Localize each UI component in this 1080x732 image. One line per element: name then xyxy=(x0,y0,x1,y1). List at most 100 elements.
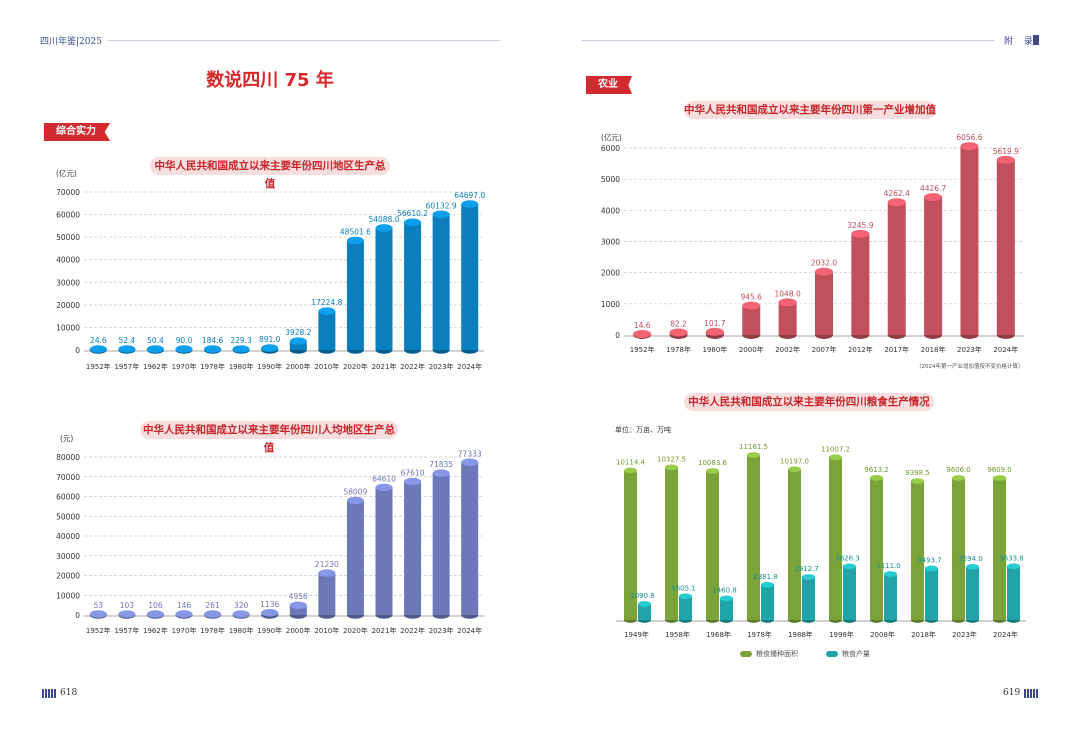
grain-output-bar xyxy=(1007,566,1020,620)
per-capita-data-label: 58009 xyxy=(343,487,367,496)
gdp-ytick-label: 70000 xyxy=(56,188,80,197)
per-capita-x-tick-label: 2010年 xyxy=(314,626,339,635)
per-capita-x-tick-label: 1980年 xyxy=(229,626,254,635)
per-capita-x-tick-label: 2000年 xyxy=(286,626,311,635)
grain-x-tick-label: 1968年 xyxy=(706,630,731,639)
section-ribbon-overall: 综合实力 xyxy=(44,123,110,141)
grain-area-data-label: 9609.0 xyxy=(987,466,1012,474)
per-capita-data-label: 53 xyxy=(94,601,104,610)
gdp-x-tick-label: 1970年 xyxy=(172,362,197,371)
per-capita-x-tick-label: 2021年 xyxy=(372,626,397,635)
gdp-ytick-label: 20000 xyxy=(56,301,80,310)
gdp-bar xyxy=(432,214,450,350)
primary-x-tick-label: 2007年 xyxy=(812,345,837,354)
gdp-ytick-label: 30000 xyxy=(56,278,80,287)
grain-output-bar-top xyxy=(966,564,979,570)
per-capita-bar-top xyxy=(289,601,307,609)
per-capita-data-label: 67610 xyxy=(401,468,425,477)
header-rule-right xyxy=(582,40,994,41)
primary-bar-top xyxy=(815,267,833,276)
gdp-x-tick-label: 2010年 xyxy=(314,362,339,371)
per-capita-ytick-label: 20000 xyxy=(56,572,80,581)
header-mark xyxy=(1033,35,1039,45)
primary-x-tick-label: 2012年 xyxy=(848,345,873,354)
grain-area-bar-top xyxy=(870,475,883,481)
grain-output-bar xyxy=(884,574,897,620)
grain-area-data-label: 9398.5 xyxy=(905,469,930,477)
primary-bar xyxy=(851,233,870,335)
legend-label-output: 粮食产量 xyxy=(842,650,870,658)
per-capita-x-tick-label: 1957年 xyxy=(114,626,139,635)
grain-area-bar xyxy=(829,457,842,620)
primary-bar-top xyxy=(669,328,688,337)
gdp-bar-top xyxy=(432,210,450,219)
grain-output-bar xyxy=(925,568,938,620)
grain-area-data-label: 11007.2 xyxy=(821,445,850,453)
grain-output-bar-top xyxy=(884,571,897,577)
primary-data-label: 2032.0 xyxy=(811,259,837,268)
primary-x-tick-label: 1978年 xyxy=(666,345,691,354)
primary-x-tick-label: 2018年 xyxy=(921,345,946,354)
primary-ytick-label: 3000 xyxy=(601,238,620,247)
per-capita-bar-top xyxy=(175,610,193,618)
legend-swatch-area xyxy=(740,651,752,657)
header-rule-left xyxy=(108,40,500,41)
gdp-ytick-label: 60000 xyxy=(56,211,80,220)
per-capita-bar-top xyxy=(232,610,250,618)
primary-bar xyxy=(742,305,761,335)
grain-output-bar-top xyxy=(720,595,733,602)
gdp-bar xyxy=(461,203,479,350)
primary-bar-top xyxy=(851,229,870,238)
gdp-x-tick-label: 2000年 xyxy=(286,362,311,371)
running-header-right: 附 录 xyxy=(1004,37,1037,47)
per-capita-bar-top xyxy=(89,610,107,618)
grain-x-tick-label: 1978年 xyxy=(747,630,772,639)
gdp-x-tick-label: 1962年 xyxy=(143,362,168,371)
per-capita-bar-top xyxy=(375,483,393,492)
gdp-x-tick-label: 2023年 xyxy=(429,362,454,371)
primary-bar-top xyxy=(633,330,652,338)
gdp-bar-top xyxy=(346,236,364,245)
grain-unit-label: 单位：万亩、万吨 xyxy=(615,425,671,434)
per-capita-data-label: 1136 xyxy=(260,600,279,609)
gdp-data-label: 48501.6 xyxy=(340,228,371,237)
grain-output-bar-top xyxy=(638,601,651,607)
gdp-bar-top xyxy=(232,345,250,353)
section-ribbon-agriculture: 农业 xyxy=(586,76,632,94)
per-capita-bar xyxy=(375,487,393,615)
primary-bar-top xyxy=(960,142,979,151)
grain-output-bar xyxy=(843,566,856,620)
gdp-bar-top xyxy=(404,218,422,226)
grain-output-bar xyxy=(761,584,774,620)
primary-data-label: 6056.6 xyxy=(956,133,982,142)
per-capita-data-label: 64610 xyxy=(372,474,396,483)
page-number-right: 619 xyxy=(1003,688,1021,698)
per-capita-data-label: 77333 xyxy=(458,449,482,458)
per-capita-bar-top xyxy=(118,610,136,618)
per-capita-x-tick-label: 1978年 xyxy=(200,626,225,635)
gdp-ytick-label: 40000 xyxy=(56,256,80,265)
grain-output-data-label: 3633.8 xyxy=(999,554,1024,562)
per-capita-data-label: 103 xyxy=(120,601,135,610)
grain-output-bar xyxy=(638,603,651,620)
grain-output-bar xyxy=(679,596,692,620)
per-capita-ytick-label: 0 xyxy=(75,611,80,620)
primary-x-tick-label: 1952年 xyxy=(630,345,655,354)
per-capita-bar xyxy=(432,473,450,615)
chart-title-primary: 中华人民共和国成立以来主要年份四川第一产业增加值 xyxy=(684,101,936,119)
per-capita-bar-top xyxy=(432,469,450,477)
gdp-data-label: 50.4 xyxy=(147,336,164,345)
grain-area-data-label: 9613.2 xyxy=(864,466,889,474)
primary-x-tick-label: 2002年 xyxy=(775,345,800,354)
grain-area-bar xyxy=(747,455,760,620)
gdp-bar-top xyxy=(289,337,307,345)
grain-output-data-label: 3626.3 xyxy=(835,554,860,562)
primary-unit-label: (亿元) xyxy=(601,132,622,142)
gdp-x-tick-label: 2022年 xyxy=(400,362,425,371)
footer-mark-left xyxy=(42,689,56,698)
grain-area-bar xyxy=(911,481,924,620)
grain-output-bar-top xyxy=(925,565,938,572)
grain-area-bar-top xyxy=(665,464,678,471)
grain-area-bar xyxy=(993,477,1006,620)
grain-area-bar-top xyxy=(706,468,719,474)
